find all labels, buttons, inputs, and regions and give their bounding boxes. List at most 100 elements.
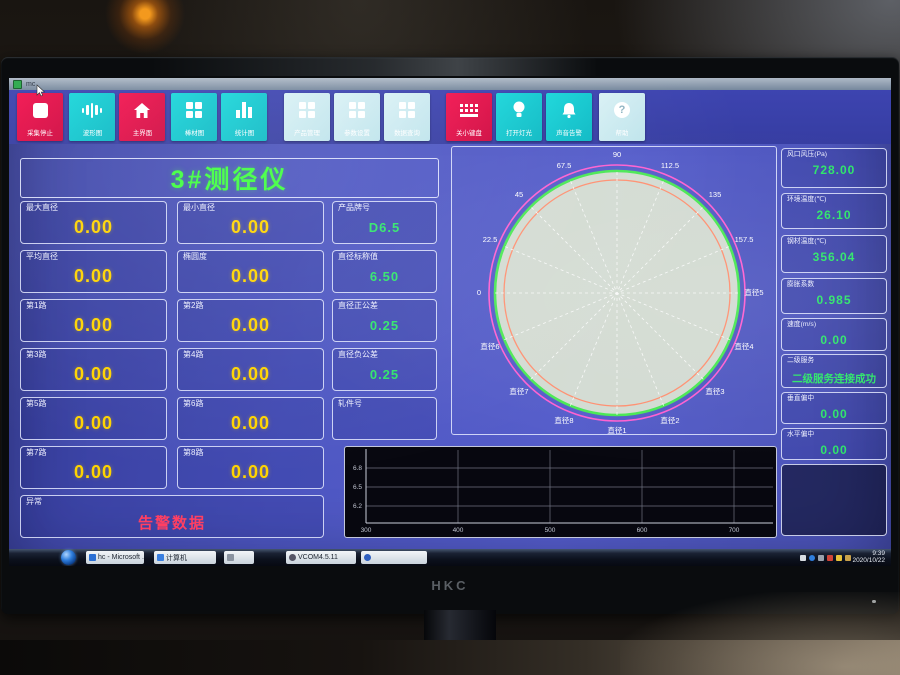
field-vertical-offset: 垂直偏中 0.00: [781, 392, 887, 424]
field-channel-6: 第6路 0.00: [177, 397, 324, 440]
keyboard-icon: [459, 96, 479, 124]
svg-text:直径5: 直径5: [744, 287, 763, 297]
monitor-brand-logo: HKC: [431, 578, 469, 593]
taskbar-app-computer[interactable]: 计算机: [154, 551, 216, 564]
bell-icon: [560, 96, 578, 124]
taskbar-app-vcom[interactable]: VCOM4.5.11: [286, 551, 356, 564]
tray-icon[interactable]: [827, 554, 833, 561]
toolbar-button-sound-alarm[interactable]: 声音告警: [546, 93, 592, 141]
window-title: mc: [26, 80, 36, 88]
polar-profile-chart: 0 22.5 45 67.5 90 112.5 135 157.5 直径5 直径…: [451, 146, 777, 435]
toolbar-button-product[interactable]: 产品管理: [284, 93, 330, 141]
grid-icon: [186, 96, 202, 124]
field-channel-5: 第5路 0.00: [20, 397, 167, 440]
field-speed: 速度(m/s) 0.00: [781, 318, 887, 351]
field-horizontal-offset: 水平偏中 0.00: [781, 428, 887, 460]
field-plus-tolerance: 直径正公差 0.25: [332, 299, 437, 342]
toolbar-button-parameters[interactable]: 参数设置: [334, 93, 380, 141]
field-channel-3: 第3路 0.00: [20, 348, 167, 391]
toolbar-button-keyboard[interactable]: 关小键盘: [446, 93, 492, 141]
tray-icon[interactable]: [836, 554, 842, 561]
toolbar-button-main-screen[interactable]: 主界面: [119, 93, 165, 141]
diameter-trend-chart: 6.8 6.5 6.2 300 400 500 600 700: [344, 446, 777, 538]
status-badge: 二级服务连接成功: [792, 373, 876, 385]
barchart-icon: [236, 96, 252, 124]
svg-text:22.5: 22.5: [483, 235, 498, 244]
start-button[interactable]: [61, 550, 76, 565]
trend-chart-svg: 6.8 6.5 6.2 300 400 500 600 700: [353, 449, 773, 534]
field-minus-tolerance: 直径负公差 0.25: [332, 348, 437, 391]
taskbar-app-p[interactable]: [361, 551, 427, 564]
svg-text:600: 600: [637, 527, 648, 534]
waveform-icon: [81, 96, 103, 124]
tray-icon[interactable]: [845, 554, 851, 561]
svg-text:45: 45: [515, 190, 523, 199]
svg-text:直径2: 直径2: [660, 415, 679, 425]
toolbar: 采集停止 波形图 主界面 棒材图 统计图 产品管理: [9, 90, 891, 144]
svg-text:400: 400: [453, 527, 464, 534]
trend-tick-labels: 6.8 6.5 6.2 300 400 500 600 700: [353, 465, 740, 534]
mouse-cursor: [36, 84, 45, 97]
taskbar-app-unknown[interactable]: [224, 551, 254, 564]
toolbar-button-data-query[interactable]: 数据查询: [384, 93, 430, 141]
field-min-diameter: 最小直径 0.00: [177, 201, 324, 244]
svg-text:直径7: 直径7: [509, 386, 528, 396]
field-steel-temperature: 钢材温度(℃) 356.04: [781, 235, 887, 273]
field-channel-7: 第7路 0.00: [20, 446, 167, 489]
field-ambient-temperature: 环境温度(℃) 26.10: [781, 193, 887, 229]
app-window-icon: [89, 554, 96, 561]
field-channel-8: 第8路 0.00: [177, 446, 324, 489]
field-channel-1: 第1路 0.00: [20, 299, 167, 342]
svg-text:300: 300: [361, 527, 372, 534]
toolbar-button-help[interactable]: 帮助: [599, 93, 645, 141]
polar-spokes: [495, 171, 739, 415]
field-abnormal-alarm: 异常 告警数据: [20, 495, 324, 538]
field-tuyere-pressure: 风口风压(Pa) 728.00: [781, 148, 887, 188]
svg-text:直径8: 直径8: [554, 415, 573, 425]
field-channel-4: 第4路 0.00: [177, 348, 324, 391]
svg-text:90: 90: [613, 150, 621, 159]
grid-icon: [349, 96, 365, 124]
system-tray[interactable]: [800, 549, 851, 566]
app-window-icon: [227, 554, 234, 561]
polar-chart-svg: 0 22.5 45 67.5 90 112.5 135 157.5 直径5 直径…: [477, 150, 764, 435]
field-channel-2: 第2路 0.00: [177, 299, 324, 342]
empty-status-box: [781, 464, 887, 536]
tray-icon[interactable]: [809, 554, 815, 561]
toolbar-button-stop-acquisition[interactable]: 采集停止: [17, 93, 63, 141]
svg-text:6.2: 6.2: [353, 503, 362, 510]
field-level2-service-status: 二级服务 二级服务连接成功: [781, 354, 887, 388]
field-avg-diameter: 平均直径 0.00: [20, 250, 167, 293]
desk-reflection: [620, 592, 900, 675]
computer-icon: [157, 554, 164, 561]
toolbar-button-statistics[interactable]: 统计图: [221, 93, 267, 141]
svg-text:0: 0: [477, 288, 481, 297]
svg-text:直径1: 直径1: [607, 425, 626, 435]
field-max-diameter: 最大直径 0.00: [20, 201, 167, 244]
tray-icon[interactable]: [818, 554, 824, 561]
taskbar-app-microsoft[interactable]: hc - Microsoft ...: [86, 551, 144, 564]
svg-text:6.8: 6.8: [353, 465, 362, 472]
home-icon: [133, 96, 151, 124]
grid-icon: [399, 96, 415, 124]
svg-text:500: 500: [545, 527, 556, 534]
tray-icon[interactable]: [800, 554, 806, 561]
toolbar-button-bar-view[interactable]: 棒材图: [171, 93, 217, 141]
field-ovality: 椭圆度 0.00: [177, 250, 324, 293]
help-icon: [614, 96, 630, 124]
polar-labels: 0 22.5 45 67.5 90 112.5 135 157.5 直径5 直径…: [477, 150, 764, 435]
taskbar-clock[interactable]: 9:39 2020/10/22: [852, 550, 885, 565]
svg-text:135: 135: [709, 190, 722, 199]
svg-text:112.5: 112.5: [661, 161, 679, 170]
p-logo-icon: [364, 554, 371, 561]
field-billet-number: 轧件号: [332, 397, 437, 440]
windows-taskbar: hc - Microsoft ... 计算机 VCOM4.5.11 9:3: [9, 549, 891, 566]
toolbar-button-light[interactable]: 打开灯光: [496, 93, 542, 141]
gauge-title-box: 3#测径仪: [20, 158, 439, 198]
toolbar-button-waveform[interactable]: 波形图: [69, 93, 115, 141]
field-nominal-diameter: 直径标称值 6.50: [332, 250, 437, 293]
svg-text:直径3: 直径3: [705, 386, 724, 396]
field-product-grade: 产品牌号 D6.5: [332, 201, 437, 244]
svg-text:157.5: 157.5: [735, 235, 754, 244]
stop-icon: [32, 96, 48, 124]
